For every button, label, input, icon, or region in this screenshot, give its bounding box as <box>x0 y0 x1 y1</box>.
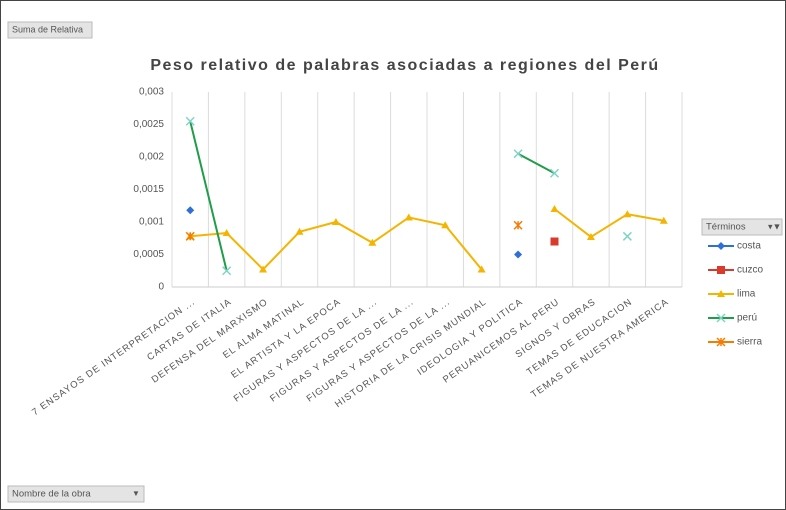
chart-title: Peso relativo de palabras asociadas a re… <box>150 57 659 74</box>
marker <box>222 229 231 237</box>
legend-button[interactable] <box>701 218 783 236</box>
marker <box>441 221 450 229</box>
marker <box>717 242 725 250</box>
dropdown-icon[interactable]: ▼ <box>132 489 140 498</box>
value-field-button[interactable] <box>7 21 93 39</box>
axis-field-button[interactable] <box>7 485 145 503</box>
marker <box>477 265 486 273</box>
y-tick-label: 0,001 <box>139 217 164 228</box>
marker <box>549 168 560 178</box>
marker <box>622 231 632 241</box>
axis-field[interactable]: Nombre de la obra <box>12 489 91 500</box>
marker <box>716 337 726 347</box>
marker <box>513 149 523 159</box>
marker <box>368 238 377 246</box>
marker <box>186 206 195 215</box>
marker <box>586 232 595 240</box>
y-tick-label: 0 <box>158 282 164 293</box>
y-tick-label: 0,0025 <box>133 119 164 130</box>
marker <box>717 290 725 297</box>
marker <box>550 205 559 212</box>
y-tick-label: 0,0015 <box>133 184 164 195</box>
legend-label: lima <box>737 289 756 300</box>
marker <box>295 227 304 235</box>
marker <box>623 210 632 218</box>
legend-label: cuzco <box>737 265 764 276</box>
marker <box>550 237 559 246</box>
marker <box>259 265 268 273</box>
marker <box>404 213 413 221</box>
marker <box>513 220 523 230</box>
y-tick-label: 0,0005 <box>133 249 164 260</box>
y-tick-label: 0,003 <box>139 87 164 98</box>
legend-label: perú <box>737 313 757 324</box>
marker <box>185 231 195 241</box>
marker <box>185 116 195 126</box>
marker <box>331 218 340 225</box>
marker <box>514 250 523 259</box>
marker <box>716 313 726 323</box>
value-field[interactable]: Suma de Relativa <box>12 24 83 34</box>
legend-title[interactable]: Términos <box>706 222 746 233</box>
filter-icon[interactable]: ▾▼ <box>768 221 781 231</box>
marker <box>717 266 725 274</box>
marker <box>659 216 668 224</box>
y-tick-label: 0,002 <box>139 152 164 163</box>
legend-label: costa <box>737 241 761 252</box>
legend-label: sierra <box>737 337 762 348</box>
marker <box>222 266 232 276</box>
